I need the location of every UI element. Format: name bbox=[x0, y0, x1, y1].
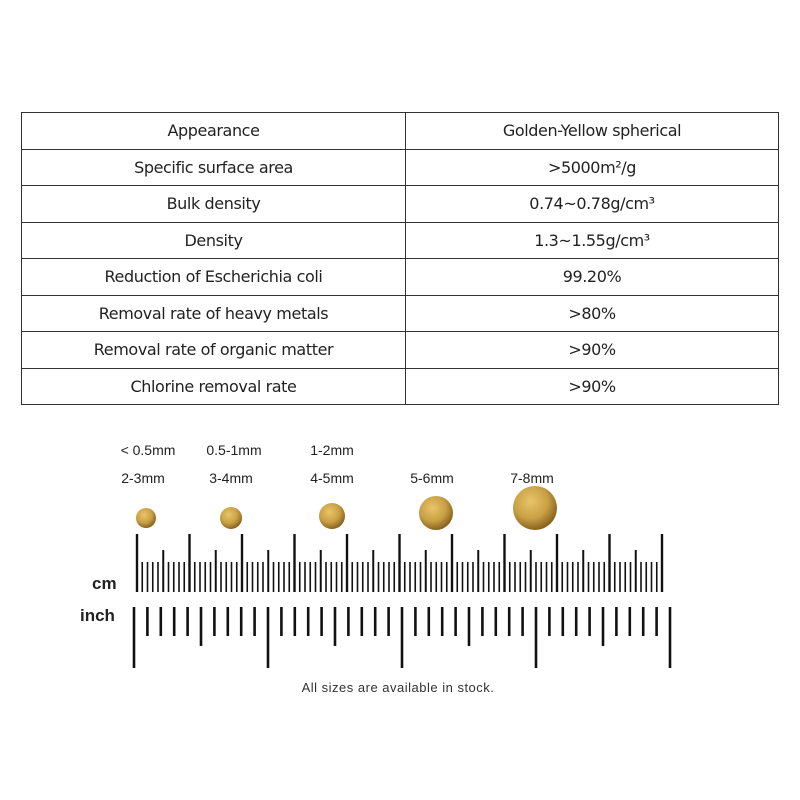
property-cell: Density bbox=[21, 221, 406, 259]
table-row: Appearance Golden-Yellow spherical bbox=[21, 112, 779, 150]
inch-label: inch bbox=[80, 606, 115, 625]
size-label: 7-8mm bbox=[510, 470, 554, 486]
value-cell: >5000m²/g bbox=[405, 148, 779, 186]
property-cell: Appearance bbox=[21, 112, 406, 150]
property-cell: Bulk density bbox=[21, 185, 406, 223]
size-label: 2-3mm bbox=[121, 470, 165, 486]
value-cell: 1.3~1.55g/cm³ bbox=[405, 221, 779, 259]
spec-table: Appearance Golden-Yellow spherical Specifi… bbox=[21, 112, 779, 405]
size-label: < 0.5mm bbox=[120, 442, 176, 458]
sphere bbox=[419, 496, 453, 530]
table-row: Chlorine removal rate >90% bbox=[21, 367, 779, 405]
table-row: Removal rate of organic matter >90% bbox=[21, 331, 779, 369]
property-cell: Reduction of Escherichia coli bbox=[21, 258, 406, 296]
value-cell: 0.74~0.78g/cm³ bbox=[405, 185, 779, 223]
table-row: Reduction of Escherichia coli 99.20% bbox=[21, 258, 779, 296]
sphere bbox=[319, 503, 345, 529]
size-label: 1-2mm bbox=[310, 442, 354, 458]
size-label: 4-5mm bbox=[310, 470, 354, 486]
sphere bbox=[136, 508, 156, 528]
value-cell: Golden-Yellow spherical bbox=[405, 112, 779, 150]
cm-label: cm bbox=[92, 574, 117, 593]
property-cell: Removal rate of organic matter bbox=[21, 331, 406, 369]
property-cell: Removal rate of heavy metals bbox=[21, 294, 406, 332]
size-label: 0.5-1mm bbox=[206, 442, 262, 458]
caption: All sizes are available in stock. bbox=[301, 680, 495, 695]
table-row: Density 1.3~1.55g/cm³ bbox=[21, 221, 779, 259]
value-cell: >80% bbox=[405, 294, 779, 332]
size-label: 5-6mm bbox=[410, 470, 454, 486]
sphere bbox=[220, 507, 242, 529]
value-cell: 99.20% bbox=[405, 258, 779, 296]
table-row: Specific surface area >5000m²/g bbox=[21, 148, 779, 186]
size-label: 3-4mm bbox=[209, 470, 253, 486]
table-row: Bulk density 0.74~0.78g/cm³ bbox=[21, 185, 779, 223]
value-cell: >90% bbox=[405, 331, 779, 369]
value-cell: >90% bbox=[405, 367, 779, 405]
table-row: Removal rate of heavy metals >80% bbox=[21, 294, 779, 332]
property-cell: Chlorine removal rate bbox=[21, 367, 406, 405]
sphere bbox=[513, 486, 557, 530]
